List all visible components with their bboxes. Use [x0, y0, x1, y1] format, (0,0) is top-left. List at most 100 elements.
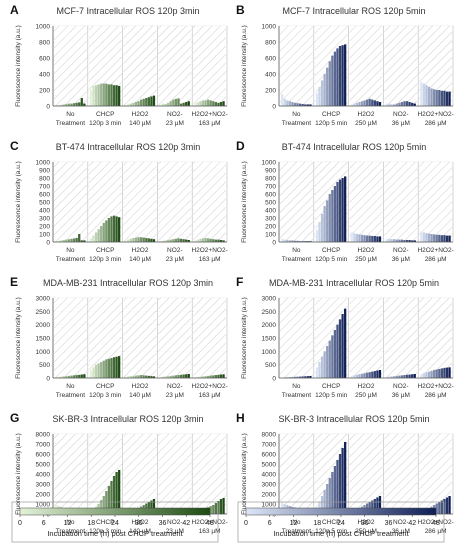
bar [112, 476, 116, 514]
bar [371, 99, 374, 106]
bar [57, 240, 60, 242]
bar [80, 240, 83, 242]
bar [309, 376, 312, 378]
bar [331, 335, 334, 378]
bar [427, 371, 431, 378]
bar [164, 104, 167, 106]
y-tick-label: 1000 [36, 24, 51, 31]
y-tick-label: 2500 [36, 309, 51, 316]
bar [408, 102, 411, 106]
bar [129, 238, 132, 242]
group-hatch-bg [384, 298, 418, 378]
bar [341, 45, 344, 106]
bar [118, 86, 121, 106]
bar [92, 235, 95, 242]
bar [363, 235, 366, 242]
x-tick-label: H2O2 [132, 111, 149, 118]
x-tick-label: No [292, 383, 301, 390]
bar [89, 370, 93, 378]
bar [72, 238, 76, 242]
bar [214, 375, 217, 378]
x-tick-label: 250 µM [355, 528, 377, 535]
bar [376, 497, 379, 514]
bar [293, 240, 297, 242]
group-hatch-bg [54, 162, 87, 242]
y-axis-label: Fluorescence intensity (a.u.) [241, 297, 248, 379]
bar [140, 375, 143, 378]
colorbar-tick-label: 24 [111, 520, 119, 527]
bar [378, 102, 382, 106]
bar [413, 103, 416, 106]
x-tick-label: 23 µM [166, 392, 184, 399]
bar [323, 351, 326, 378]
panel-c: C BT-474 Intracellular ROS 120p 3min01002… [10, 139, 228, 263]
y-tick-label: 2000 [262, 492, 277, 499]
bar [70, 238, 73, 242]
bar [169, 101, 172, 106]
y-tick-label: 1500 [36, 336, 51, 343]
bar [219, 374, 223, 378]
bar [405, 240, 409, 242]
bar [89, 238, 93, 242]
colorbar-tick-label: 48 [432, 520, 440, 527]
bar [368, 235, 371, 242]
bar [92, 367, 95, 378]
y-tick-label: 200 [39, 88, 50, 95]
x-tick-label: Treatment [282, 120, 312, 127]
bar [196, 376, 200, 378]
bar [105, 359, 108, 378]
bar [199, 376, 202, 378]
bar [440, 235, 443, 242]
bar [185, 374, 188, 378]
bar [118, 356, 121, 378]
x-tick-label: 36 µM [392, 256, 410, 263]
x-tick-label: CHCP [322, 519, 340, 526]
bar [219, 499, 223, 514]
bar [320, 356, 324, 378]
bar [204, 376, 207, 378]
bar [281, 94, 284, 106]
bar [110, 84, 113, 106]
bar [65, 239, 68, 242]
colorbar-tick-label: 12 [290, 520, 298, 527]
x-tick-label: 163 µM [199, 120, 221, 127]
bar [355, 374, 358, 378]
group-hatch-bg [384, 162, 418, 242]
group-hatch-bg [349, 26, 383, 106]
y-tick-label: 0 [272, 376, 276, 383]
bar [212, 375, 215, 378]
colorbar-tick-label: 42 [408, 520, 416, 527]
bar [182, 374, 185, 378]
x-tick-label: 163 µM [199, 392, 221, 399]
y-tick-label: 1000 [36, 160, 51, 167]
bar [134, 102, 138, 106]
colorbar-label: Incubation time (h) post CHCP treatment [47, 529, 183, 538]
x-tick-label: H2O2 [132, 383, 149, 390]
x-tick-label: CHCP [96, 111, 114, 118]
bar [105, 83, 108, 106]
bar [137, 375, 140, 378]
y-tick-label: 400 [265, 208, 276, 215]
bar [443, 367, 446, 378]
colorbar-tick-label: 0 [244, 520, 248, 527]
y-tick-label: 600 [265, 56, 276, 63]
bar [161, 103, 165, 106]
bar [150, 96, 153, 106]
bar [174, 238, 178, 242]
bar [67, 375, 71, 378]
x-tick-label: H2O2 [358, 111, 375, 118]
bar [350, 375, 353, 378]
x-tick-label: 286 µM [425, 120, 447, 127]
bar [376, 101, 379, 106]
bar [309, 104, 312, 106]
bar [107, 84, 111, 106]
bar [169, 375, 172, 378]
colorbar-tick-label: 18 [313, 520, 321, 527]
x-tick-label: NO2- [167, 519, 183, 526]
bar [100, 83, 103, 106]
bar [366, 372, 369, 378]
bar [115, 216, 118, 242]
y-tick-label: 900 [39, 168, 50, 175]
y-tick-label: 8000 [36, 432, 51, 439]
bar [62, 240, 65, 242]
